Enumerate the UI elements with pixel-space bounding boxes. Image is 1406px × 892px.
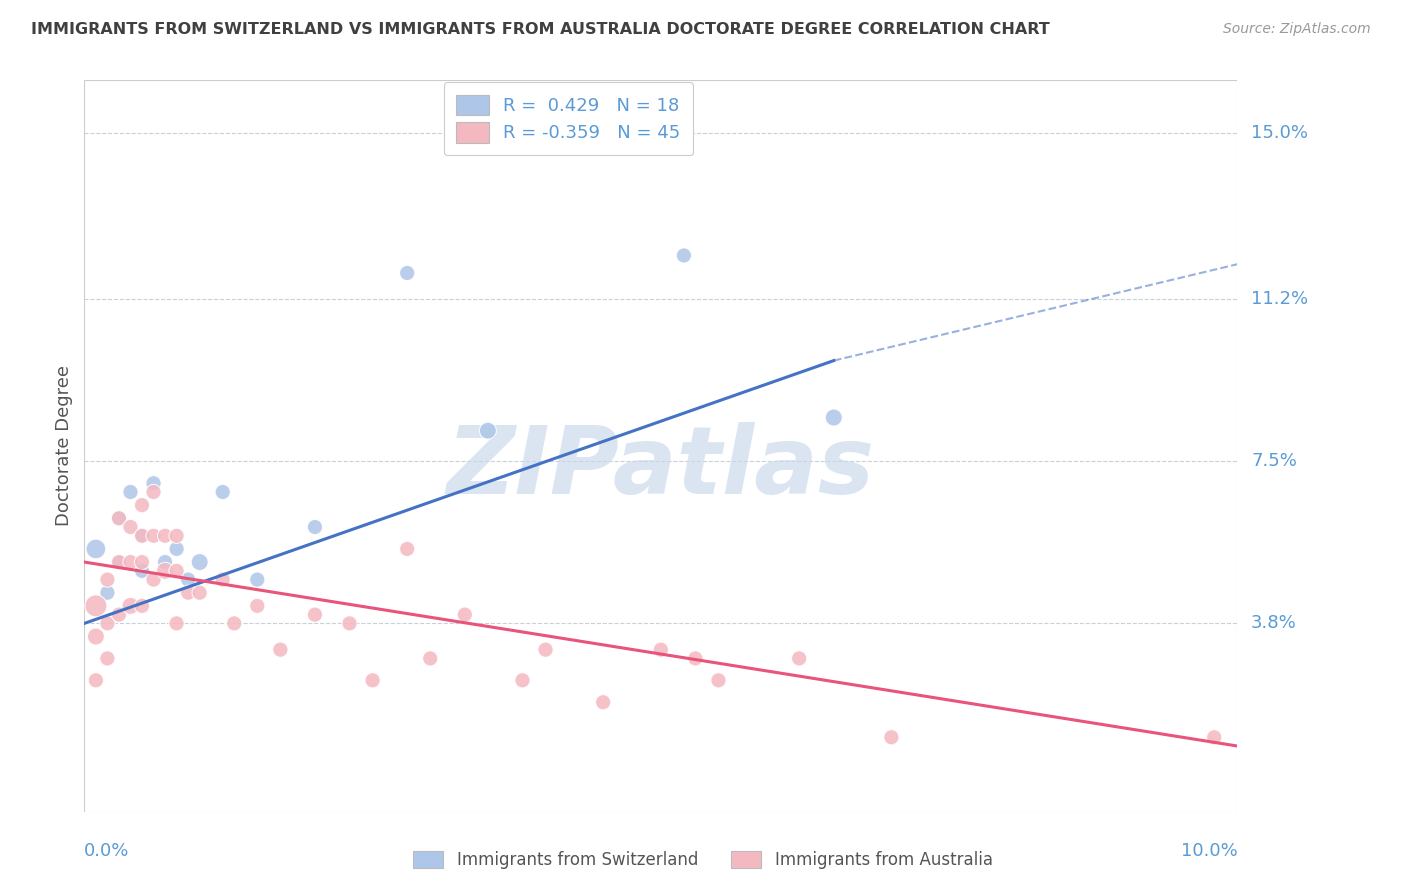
Point (120, 555, 142, 569)
Point (166, 564, 188, 578)
Point (592, 695, 614, 709)
Point (246, 573, 269, 587)
Point (84, 541, 107, 556)
Point (211, 573, 233, 587)
Point (120, 599, 142, 613)
Point (108, 511, 131, 525)
Text: 11.2%: 11.2% (1251, 290, 1309, 309)
Point (131, 599, 153, 613)
Point (131, 564, 153, 578)
Point (650, 642, 672, 657)
Point (108, 511, 131, 525)
Point (672, 248, 695, 262)
Text: 0.0%: 0.0% (84, 842, 129, 860)
Point (84, 630, 107, 644)
Point (142, 573, 165, 587)
Point (96, 651, 118, 665)
Point (787, 651, 810, 665)
Point (108, 555, 131, 569)
Point (823, 410, 845, 425)
Point (685, 651, 707, 665)
Point (131, 529, 153, 543)
Point (153, 555, 176, 569)
Point (131, 555, 153, 569)
Point (108, 555, 131, 569)
Point (96, 585, 118, 599)
Text: 7.5%: 7.5% (1251, 452, 1298, 470)
Text: 10.0%: 10.0% (1181, 842, 1237, 860)
Point (153, 564, 176, 578)
Point (84, 673, 107, 688)
Point (1204, 731, 1226, 745)
Point (96, 573, 118, 587)
Point (96, 616, 118, 631)
Point (512, 673, 534, 688)
Point (120, 520, 142, 534)
Point (166, 541, 188, 556)
Point (477, 424, 499, 438)
Point (534, 642, 557, 657)
Point (120, 485, 142, 500)
Point (246, 599, 269, 613)
Text: IMMIGRANTS FROM SWITZERLAND VS IMMIGRANTS FROM AUSTRALIA DOCTORATE DEGREE CORREL: IMMIGRANTS FROM SWITZERLAND VS IMMIGRANT… (31, 22, 1050, 37)
Point (396, 541, 419, 556)
Text: 15.0%: 15.0% (1251, 124, 1308, 142)
Point (361, 673, 384, 688)
Point (84, 599, 107, 613)
Point (269, 642, 291, 657)
Point (166, 616, 188, 631)
Point (304, 607, 326, 622)
Point (177, 573, 200, 587)
Point (108, 607, 131, 622)
Point (142, 485, 165, 500)
Point (224, 616, 246, 631)
Point (131, 529, 153, 543)
Point (339, 616, 361, 631)
Point (304, 520, 326, 534)
Point (707, 673, 730, 688)
Point (166, 529, 188, 543)
Point (177, 585, 200, 599)
Text: 3.8%: 3.8% (1251, 615, 1296, 632)
Point (396, 266, 419, 280)
Point (131, 498, 153, 512)
Point (142, 529, 165, 543)
Text: Source: ZipAtlas.com: Source: ZipAtlas.com (1223, 22, 1371, 37)
Point (419, 651, 441, 665)
Point (454, 607, 477, 622)
Text: ZIPatlas: ZIPatlas (447, 422, 875, 514)
Point (153, 529, 176, 543)
Point (188, 555, 211, 569)
Point (142, 476, 165, 491)
Legend: Immigrants from Switzerland, Immigrants from Australia: Immigrants from Switzerland, Immigrants … (404, 841, 1002, 880)
Point (211, 485, 233, 500)
Point (880, 731, 903, 745)
Legend: R =  0.429   N = 18, R = -0.359   N = 45: R = 0.429 N = 18, R = -0.359 N = 45 (444, 82, 693, 155)
Y-axis label: Doctorate Degree: Doctorate Degree (55, 366, 73, 526)
Point (188, 585, 211, 599)
